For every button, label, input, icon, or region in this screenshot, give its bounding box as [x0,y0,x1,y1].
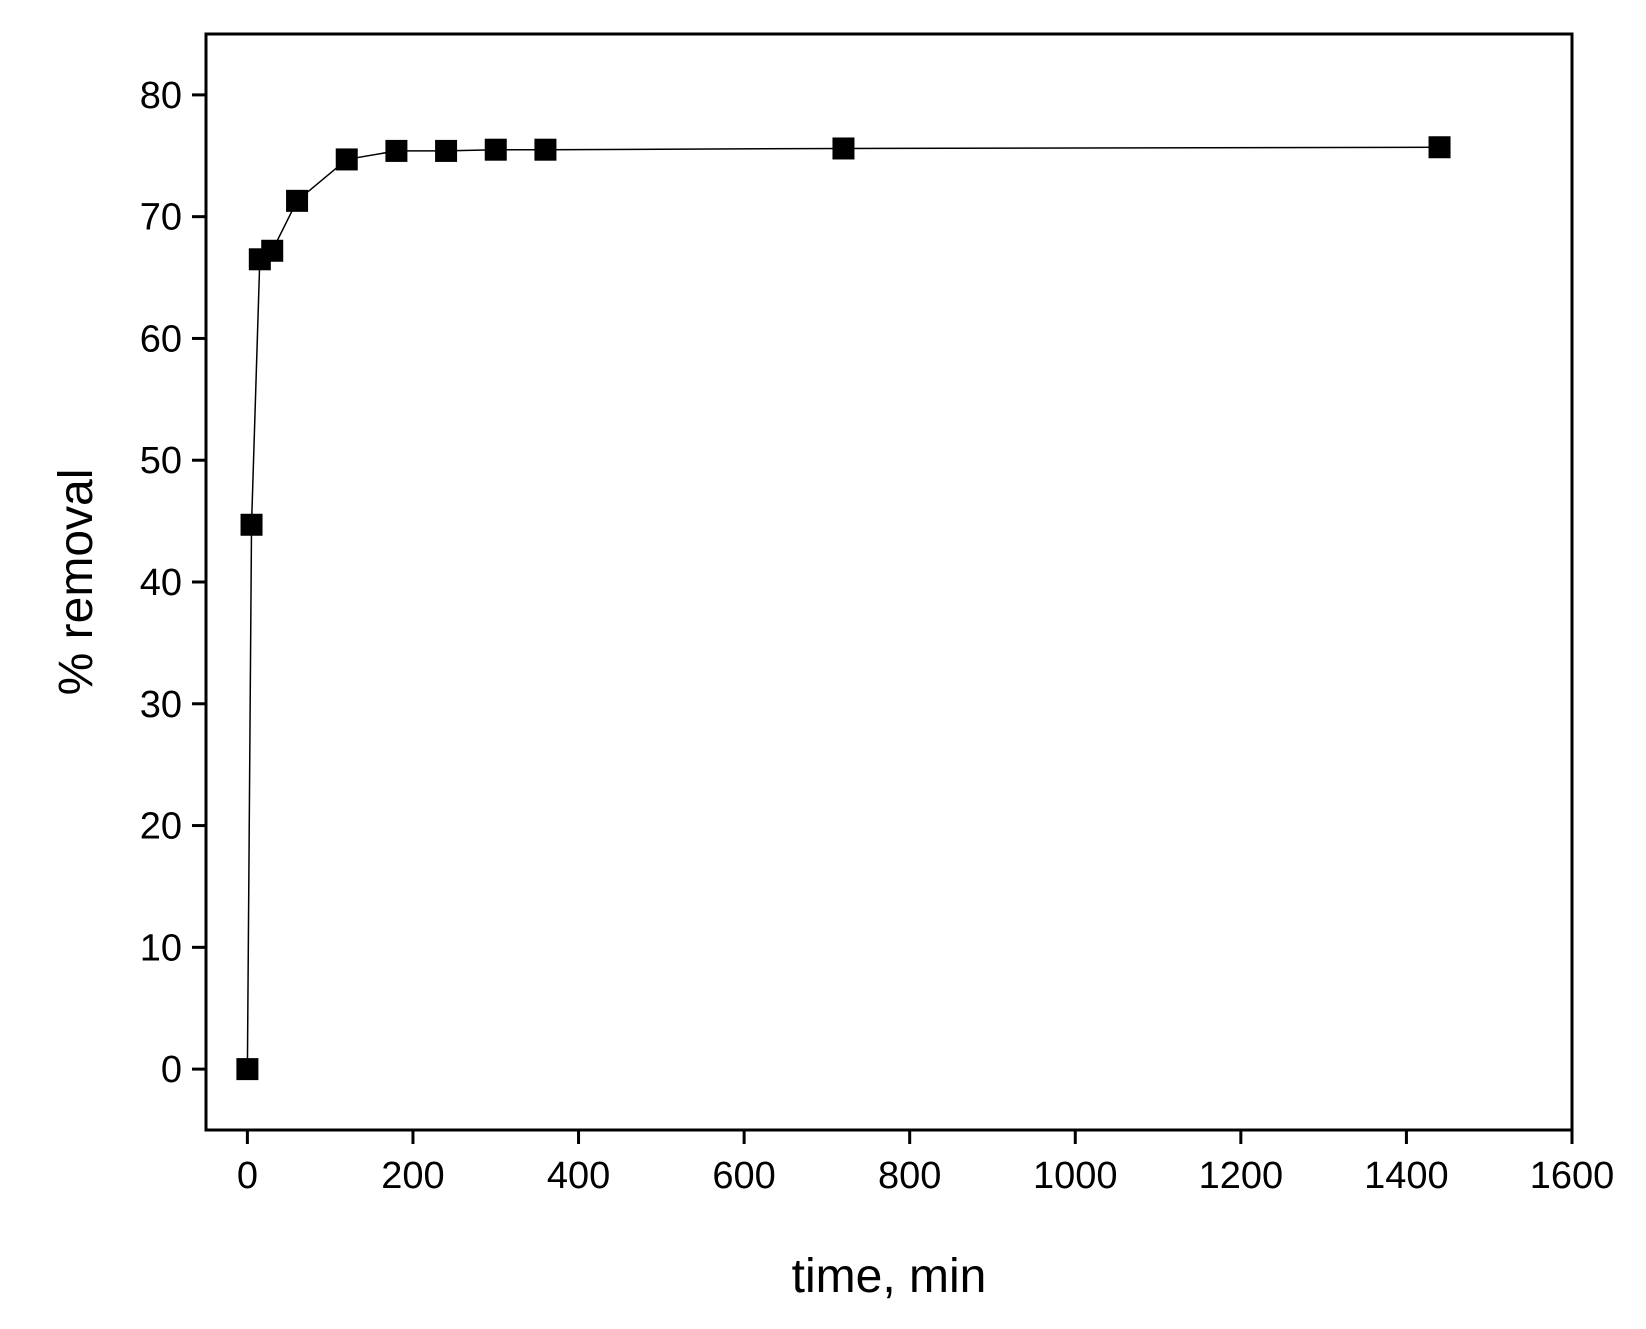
data-point [1428,136,1451,159]
data-point [832,137,855,160]
y-tick-label: 0 [161,1049,182,1091]
x-tick-label: 0 [237,1155,258,1197]
y-tick-label: 60 [140,318,182,360]
data-point [335,148,358,171]
y-tick-label: 40 [140,562,182,604]
series-line [246,146,1440,1070]
y-tick-label: 10 [140,927,182,969]
x-tick-label: 1400 [1364,1155,1449,1197]
x-tick-label: 800 [878,1155,941,1197]
x-tick-label: 1600 [1530,1155,1615,1197]
y-tick-label: 50 [140,440,182,482]
y-tick-label: 20 [140,806,182,848]
x-tick-label: 600 [712,1155,775,1197]
data-point [385,139,408,162]
x-tick-label: 200 [381,1155,444,1197]
y-axis-title: % removal [50,469,103,696]
x-tick-label: 1000 [1033,1155,1118,1197]
data-point [484,138,507,161]
y-tick-label: 80 [140,75,182,117]
data-point [240,513,263,536]
data-point [534,138,557,161]
y-tick-label: 70 [140,197,182,239]
data-point [435,139,458,162]
x-axis-title: time, min [792,1250,987,1303]
data-point [261,239,284,262]
data-point [286,189,309,212]
data-point [236,1058,259,1081]
x-tick-label: 400 [547,1155,610,1197]
y-tick-label: 30 [140,684,182,726]
x-tick-label: 1200 [1199,1155,1284,1197]
plot-frame [204,32,1574,1132]
